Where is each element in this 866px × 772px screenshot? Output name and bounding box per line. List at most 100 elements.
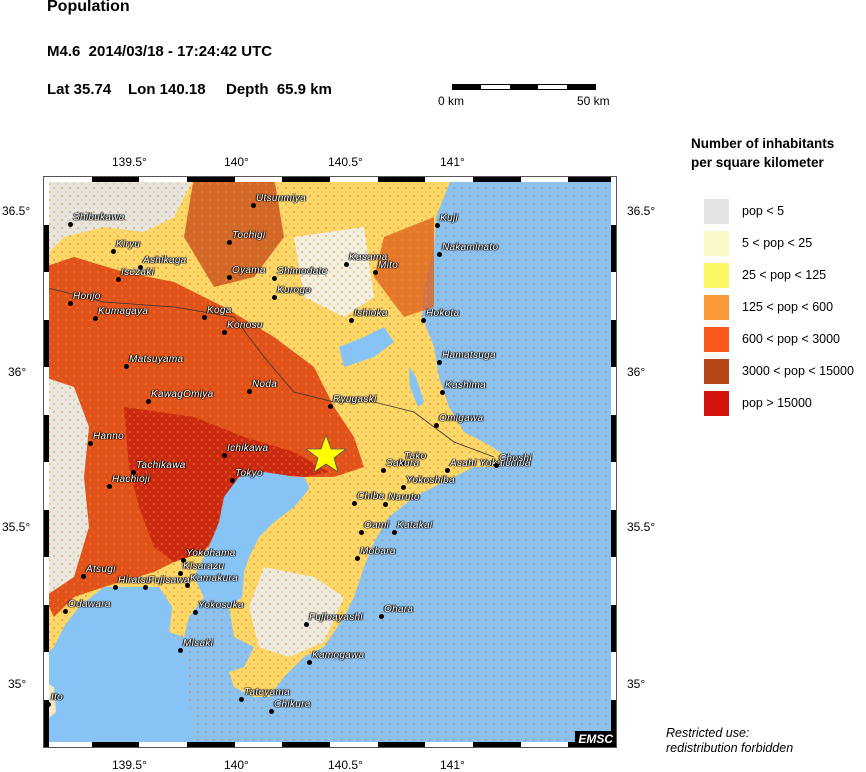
city-marker-icon	[355, 556, 360, 561]
legend-item: 25 < pop < 125	[704, 262, 826, 288]
legend-item: 600 < pop < 3000	[704, 326, 840, 352]
map-frame-top	[44, 177, 616, 182]
city-marker-icon	[381, 468, 386, 473]
city-label: Choshi	[499, 453, 532, 464]
city-marker-icon	[81, 574, 86, 579]
city-marker-icon	[239, 697, 244, 702]
city-label: Mobara	[360, 546, 396, 557]
legend-swatch	[704, 358, 729, 384]
city-label: Hokota	[426, 308, 460, 319]
usage-note-line1: Restricted use:	[666, 726, 750, 740]
city-label: Kumagaya	[98, 306, 149, 317]
city-marker-icon	[68, 222, 73, 227]
tone-river	[44, 286, 495, 458]
map-frame-right	[611, 177, 616, 747]
city-label: Kasama	[349, 252, 388, 263]
epicenter-star-icon	[304, 433, 348, 473]
legend-label: pop < 5	[742, 204, 785, 218]
city-marker-icon	[178, 571, 183, 576]
city-marker-icon	[494, 463, 499, 468]
city-marker-icon	[359, 530, 364, 535]
legend-title-line2: per square kilometer	[691, 155, 824, 170]
city-label: Kamogawa	[312, 650, 365, 661]
city-marker-icon	[445, 468, 450, 473]
city-label: Ashikaga	[143, 255, 187, 266]
legend-swatch	[704, 326, 729, 352]
city-marker-icon	[272, 295, 277, 300]
city-marker-icon	[222, 330, 227, 335]
legend-swatch	[704, 198, 729, 224]
city-label: Naruto	[388, 492, 420, 503]
city-label: Oyama	[232, 265, 266, 276]
lat-tick-left-3: 35.5°	[2, 520, 31, 534]
city-marker-icon	[399, 461, 404, 466]
city-marker-icon	[328, 404, 333, 409]
city-label: Mito	[378, 260, 399, 271]
city-marker-icon	[383, 502, 388, 507]
city-marker-icon	[437, 252, 442, 257]
city-label: Hiratsu	[118, 575, 152, 586]
city-label: KawagOmiya	[151, 389, 214, 400]
city-label: Ryugaski	[333, 394, 377, 405]
city-label: Koga	[207, 305, 232, 316]
city-label: Nakaminato	[442, 242, 499, 253]
emsc-logo: EMSC	[575, 731, 616, 747]
lon-tick-top-1: 139.5°	[112, 155, 147, 169]
map-frame-left	[44, 177, 49, 747]
city-label: Odawara	[68, 599, 111, 610]
city-marker-icon	[131, 470, 136, 475]
city-marker-icon	[202, 315, 207, 320]
city-marker-icon	[178, 648, 183, 653]
city-label: Fujioayashi	[309, 612, 363, 623]
usage-note-line2: redistribution forbidden	[666, 741, 794, 755]
lon-tick-bottom-3: 140.5°	[328, 758, 363, 772]
population-density-map	[44, 177, 616, 747]
city-marker-icon	[230, 478, 235, 483]
city-label: Shimodate	[277, 266, 328, 277]
legend-title-line1: Number of inhabitants	[691, 136, 835, 151]
city-label: Yokosuka	[198, 600, 244, 611]
legend-label: pop > 15000	[742, 396, 812, 410]
usage-note: Restricted use: redistribution forbidden	[666, 726, 793, 756]
city-marker-icon	[352, 501, 357, 506]
city-marker-icon	[113, 585, 118, 590]
city-label: Chikura	[274, 699, 311, 710]
city-label: Atsugi	[86, 564, 116, 575]
lat-tick-right-1: 36.5°	[627, 204, 656, 218]
city-marker-icon	[193, 610, 198, 615]
city-marker-icon	[251, 203, 256, 208]
city-label: Kashima	[445, 380, 487, 391]
city-label: Ito	[51, 692, 64, 703]
lon-tick-bottom-2: 140°	[224, 758, 249, 772]
lat-tick-left-4: 35°	[8, 677, 27, 691]
lake-kasumigaura	[339, 327, 394, 367]
city-marker-icon	[440, 390, 445, 395]
city-label: Hachioji	[112, 474, 150, 485]
lat-tick-right-2: 36°	[627, 365, 646, 379]
city-label: Tokyo	[235, 468, 263, 479]
city-marker-icon	[269, 709, 274, 714]
city-marker-icon	[344, 262, 349, 267]
city-label: Chiba	[357, 491, 385, 502]
city-marker-icon	[373, 270, 378, 275]
scale-end-label: 50 km	[577, 94, 610, 108]
city-label: Katakai	[397, 520, 433, 531]
city-marker-icon	[437, 360, 442, 365]
city-label: Tako	[404, 451, 427, 462]
city-marker-icon	[111, 249, 116, 254]
city-marker-icon	[143, 585, 148, 590]
city-label: Noda	[252, 379, 278, 390]
lon-tick-bottom-1: 139.5°	[112, 758, 147, 772]
city-label: Tochigi	[232, 230, 266, 241]
city-label: Kamakura	[190, 573, 238, 584]
city-marker-icon	[138, 265, 143, 270]
map-canvas[interactable]: Utsunmiya Shibukawa Kuji Tochigi Kiryu Nakami…	[43, 176, 617, 748]
legend-swatch	[704, 262, 729, 288]
event-depth: Depth 65.9 km	[226, 81, 332, 98]
sagami-bay	[44, 587, 194, 747]
city-label: Oami	[364, 520, 390, 531]
city-marker-icon	[435, 223, 440, 228]
legend-label: 5 < pop < 25	[742, 236, 813, 250]
city-marker-icon	[307, 660, 312, 665]
legend-label: 125 < pop < 600	[742, 300, 834, 314]
